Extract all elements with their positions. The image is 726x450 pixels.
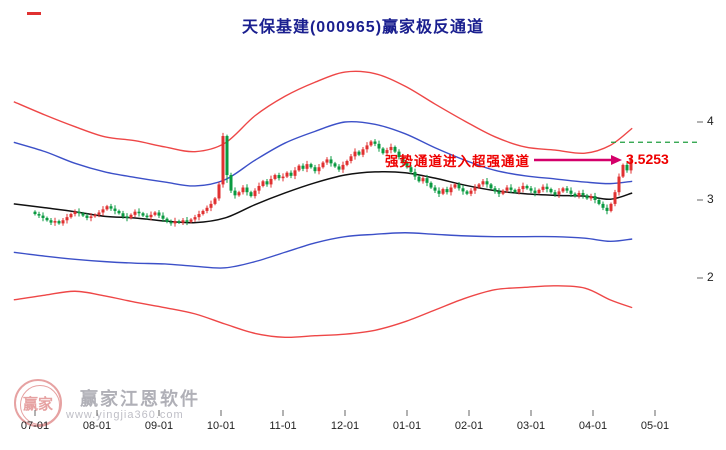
watermark: 赢家 赢家江恩软件 www.yingjia360.com xyxy=(14,379,314,433)
y-tick-label: 3 xyxy=(707,192,714,206)
x-tick-label: 01-01 xyxy=(392,420,422,432)
x-tick-label: 09-01 xyxy=(144,420,174,432)
upper-red-band-line xyxy=(13,70,633,155)
lower-blue-band-line xyxy=(13,232,633,269)
x-tick-label: 10-01 xyxy=(206,420,236,432)
watermark-logo-ring xyxy=(20,385,60,425)
x-tick-label: 03-01 xyxy=(516,420,546,432)
watermark-logo-text: 赢家 xyxy=(22,395,53,413)
top-left-red-dash xyxy=(27,12,41,15)
x-axis: 07-01 08-01 09-01 10-01 11-01 12-01 01-01 02-01… xyxy=(0,420,726,436)
x-tick-label: 11-01 xyxy=(269,420,297,432)
upper-blue-band-line xyxy=(13,120,633,187)
x-tick-label: 02-01 xyxy=(454,420,484,432)
watermark-brand: 赢家江恩软件 xyxy=(80,389,200,409)
channel-annotation-text: 强势通道进入超强通道 xyxy=(385,154,530,169)
last-price-callout: 3.5253 xyxy=(626,151,669,167)
chart-title: 天保基建(000965)赢家极反通道 xyxy=(241,19,485,36)
y-tick-label: 4 xyxy=(707,114,714,128)
middle-band-line xyxy=(13,170,633,224)
watermark-logo: 赢家 xyxy=(14,379,62,427)
lower-red-band-line xyxy=(13,285,633,339)
x-tick-label: 05-01 xyxy=(640,420,670,432)
y-tick-label: 2 xyxy=(707,270,714,284)
candlestick-series xyxy=(33,132,633,227)
channel-bands xyxy=(13,70,633,339)
annotation-arrow xyxy=(534,155,622,165)
x-tick-label: 12-01 xyxy=(330,420,360,432)
x-tick-label: 07-01 xyxy=(20,420,50,432)
watermark-url: www.yingjia360.com xyxy=(66,409,184,421)
x-tick-label: 04-01 xyxy=(578,420,608,432)
x-tick-label: 08-01 xyxy=(82,420,112,432)
